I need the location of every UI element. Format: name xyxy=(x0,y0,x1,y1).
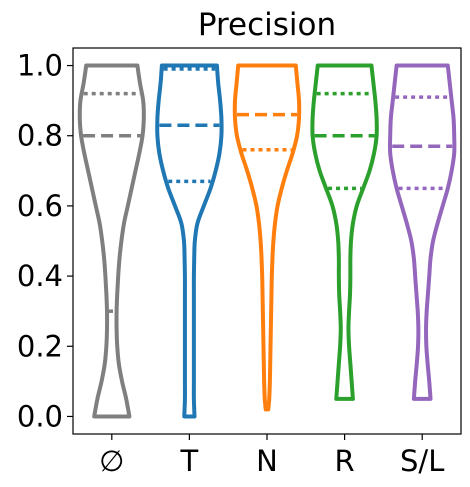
violin-body xyxy=(232,63,302,412)
y-tick-label: 0.2 xyxy=(17,329,63,363)
violin-body xyxy=(77,63,146,419)
x-tick-label: N xyxy=(256,444,278,478)
y-tick-label: 0.0 xyxy=(17,399,63,433)
x-tick-label: R xyxy=(335,444,355,478)
y-tick-label: 0.4 xyxy=(17,259,63,293)
violins xyxy=(77,63,457,419)
violin-3 xyxy=(232,63,302,412)
y-axis: 0.0 0.2 0.4 0.6 0.8 1.0 xyxy=(17,49,73,433)
violin-5 xyxy=(387,63,457,401)
x-axis: ∅ T N R S/L xyxy=(99,434,444,478)
violin-body xyxy=(310,63,379,401)
y-tick-label: 0.8 xyxy=(17,119,63,153)
violin-body xyxy=(387,63,457,401)
y-tick-label: 0.6 xyxy=(17,189,63,223)
x-tick-label: S/L xyxy=(400,444,444,478)
plot-frame xyxy=(72,47,462,435)
x-tick-label: T xyxy=(180,444,199,478)
chart-title: Precision xyxy=(198,7,336,43)
y-tick-label: 1.0 xyxy=(17,49,63,83)
violin-2 xyxy=(155,63,224,419)
x-tick-label: ∅ xyxy=(99,444,124,478)
violin-1 xyxy=(77,63,146,419)
violin-4 xyxy=(310,63,379,401)
violin-body xyxy=(155,63,224,419)
